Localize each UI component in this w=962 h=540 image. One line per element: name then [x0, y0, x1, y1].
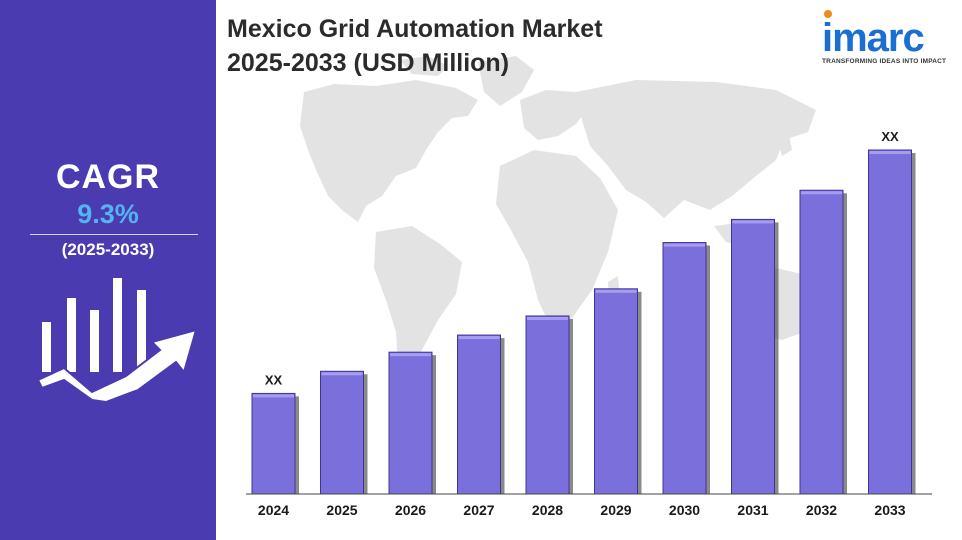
x-tick-label: 2028 [532, 502, 563, 518]
x-tick-label: 2031 [737, 502, 768, 518]
chart-title-line2: 2025-2033 (USD Million) [227, 49, 510, 77]
chart-area: 2024 2025 2026 2027 2028 2029 2030 2031 2032 2033… [216, 0, 962, 540]
bar-chart: 2024 2025 2026 2027 2028 2029 2030 2031 2032 2033… [246, 129, 932, 518]
cagr-divider [30, 234, 198, 235]
x-tick-label: 2027 [463, 502, 494, 518]
cagr-period: (2025-2033) [61, 240, 155, 259]
chart-title: Mexico Grid Automation Market 2025-2033 … [227, 12, 707, 80]
logo-wordmark: imarc [822, 16, 925, 60]
data-label-2033: XX [881, 129, 899, 144]
cagr-value: 9.3% [77, 199, 139, 229]
x-tick-label: 2026 [395, 502, 426, 518]
logo-tagline: TRANSFORMING IDEAS INTO IMPACT [822, 58, 947, 65]
x-tick-label: 2024 [258, 502, 289, 518]
bar-2025 [320, 370, 368, 495]
x-tick-label: 2025 [326, 502, 357, 518]
x-tick-label: 2033 [874, 502, 905, 518]
logo-dot [824, 10, 832, 18]
x-tick-label: 2030 [669, 502, 700, 518]
cagr-panel: CAGR 9.3% (2025-2033) [0, 0, 216, 540]
bar-2027 [457, 334, 505, 495]
growth-chart-arrow-icon [36, 278, 198, 404]
bar-2032 [799, 189, 847, 495]
bar-2031 [731, 218, 779, 495]
cagr-label: CAGR [55, 158, 161, 196]
imarc-logo: imarc TRANSFORMING IDEAS INTO IMPACT [818, 10, 958, 70]
bar-2026 [388, 351, 436, 495]
x-tick-label: 2029 [600, 502, 631, 518]
bar-2029 [594, 288, 642, 495]
data-label-2024: XX [265, 372, 283, 387]
chart-title-line1: Mexico Grid Automation Market [227, 15, 603, 43]
bar-2033 [868, 149, 916, 495]
bar-2024 [251, 392, 299, 495]
bar-2028 [525, 315, 573, 495]
x-tick-label: 2032 [806, 502, 837, 518]
bar-2030 [662, 242, 710, 495]
